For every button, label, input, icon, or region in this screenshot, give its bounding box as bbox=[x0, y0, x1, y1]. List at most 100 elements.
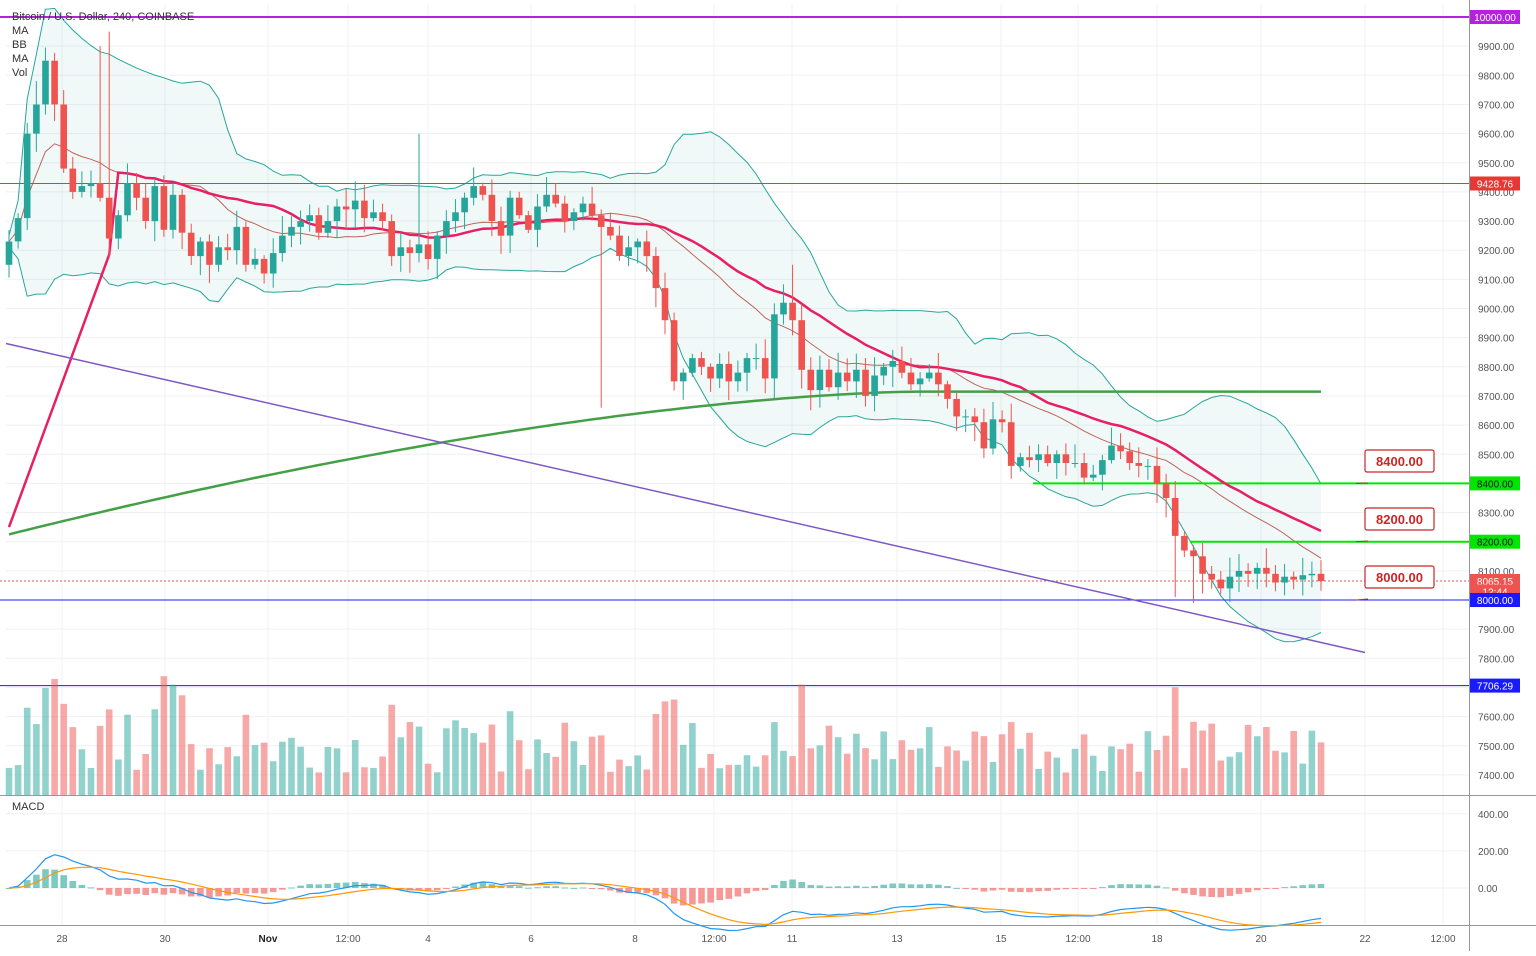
candle bbox=[908, 373, 915, 385]
time-tick-label: 13 bbox=[891, 934, 903, 945]
volume-bar bbox=[644, 770, 651, 796]
candle bbox=[1199, 556, 1206, 574]
volume-bar bbox=[616, 760, 623, 795]
candle bbox=[24, 134, 31, 219]
macd-histogram-bar bbox=[1063, 888, 1070, 889]
candle bbox=[188, 233, 195, 256]
candle bbox=[1145, 466, 1152, 467]
volume-bar bbox=[571, 741, 578, 795]
time-tick-label: 20 bbox=[1255, 934, 1267, 945]
volume-bar bbox=[1126, 744, 1133, 795]
candle bbox=[862, 370, 869, 396]
candle bbox=[106, 198, 113, 239]
candle bbox=[470, 186, 477, 198]
macd-tick-label: 400.00 bbox=[1478, 810, 1509, 821]
volume-bar bbox=[653, 714, 660, 795]
volume-bar bbox=[890, 759, 897, 795]
price-tag-label: 8200.00 bbox=[1477, 538, 1514, 549]
indicator-bb[interactable]: BB bbox=[12, 38, 194, 52]
volume-bar bbox=[224, 747, 231, 795]
volume-bar bbox=[6, 768, 13, 795]
macd-histogram-bar bbox=[689, 888, 696, 905]
candle bbox=[161, 186, 168, 230]
macd-tick-label: 0.00 bbox=[1478, 884, 1498, 895]
candle bbox=[1263, 568, 1270, 574]
candle bbox=[625, 247, 632, 256]
candle bbox=[534, 207, 541, 230]
volume-bar bbox=[1172, 687, 1179, 795]
volume-bar bbox=[1072, 749, 1079, 795]
candle bbox=[1172, 498, 1179, 536]
volume-bar bbox=[60, 704, 67, 795]
macd-histogram-bar bbox=[1044, 888, 1051, 891]
candle bbox=[744, 358, 751, 373]
macd-histogram-bar bbox=[890, 884, 897, 889]
macd-histogram-bar bbox=[707, 888, 714, 903]
volume-bar bbox=[197, 770, 204, 795]
candle bbox=[1099, 460, 1106, 475]
macd-histogram-bar bbox=[1227, 888, 1234, 896]
candle bbox=[252, 259, 259, 265]
volume-bar bbox=[1254, 736, 1261, 795]
candle bbox=[215, 247, 222, 264]
macd-histogram-bar bbox=[1218, 888, 1225, 897]
macd-histogram-bar bbox=[1035, 888, 1042, 891]
candle bbox=[516, 198, 523, 216]
macd-histogram-bar bbox=[917, 884, 924, 888]
macd-histogram-bar bbox=[1145, 885, 1152, 888]
indicator-ma-2[interactable]: MA bbox=[12, 52, 194, 66]
candle bbox=[899, 361, 906, 373]
chart-legend: Bitcoin / U.S. Dollar, 240, COINBASE MA … bbox=[12, 10, 194, 80]
candle bbox=[197, 242, 204, 257]
macd-histogram-bar bbox=[1290, 886, 1297, 888]
candle bbox=[716, 364, 723, 379]
macd-histogram-bar bbox=[1163, 887, 1170, 888]
candle bbox=[370, 212, 377, 218]
macd-histogram-bar bbox=[234, 888, 241, 893]
candle bbox=[798, 320, 805, 370]
volume-bar bbox=[243, 715, 250, 795]
candle bbox=[425, 244, 432, 259]
volume-bar bbox=[880, 732, 887, 796]
macd-histogram-bar bbox=[735, 888, 742, 897]
volume-bar bbox=[1136, 772, 1143, 795]
volume-bar bbox=[935, 767, 942, 795]
candle bbox=[6, 242, 13, 265]
candle bbox=[1054, 454, 1061, 463]
time-tick-label: 8 bbox=[632, 934, 638, 945]
macd-histogram-bar bbox=[981, 888, 988, 892]
candle bbox=[1227, 577, 1234, 589]
volume-bar bbox=[261, 743, 268, 795]
candle bbox=[461, 198, 468, 213]
candle bbox=[407, 247, 414, 253]
time-tick-label: 12:00 bbox=[1430, 934, 1455, 945]
candle bbox=[953, 399, 960, 417]
volume-bar bbox=[789, 756, 796, 795]
macd-histogram-bar bbox=[142, 888, 149, 895]
macd-histogram-bar bbox=[215, 888, 222, 896]
macd-histogram-bar bbox=[562, 888, 569, 889]
volume-bar bbox=[1272, 751, 1279, 795]
indicator-ma-1[interactable]: MA bbox=[12, 24, 194, 38]
indicator-vol[interactable]: Vol bbox=[12, 66, 194, 80]
candle bbox=[753, 358, 760, 359]
macd-histogram-bar bbox=[252, 888, 259, 893]
volume-bar bbox=[234, 756, 241, 795]
volume-bar bbox=[671, 700, 678, 796]
volume-bar bbox=[1008, 722, 1015, 795]
candle bbox=[607, 227, 614, 236]
macd-histogram-bar bbox=[771, 885, 778, 888]
macd-histogram-bar bbox=[1117, 884, 1124, 888]
macd-histogram-bar bbox=[716, 888, 723, 900]
volume-bar bbox=[744, 755, 751, 795]
macd-histogram-bar bbox=[170, 888, 177, 893]
candle bbox=[152, 186, 159, 221]
volume-bar bbox=[1190, 722, 1197, 795]
volume-bar bbox=[1163, 736, 1170, 795]
volume-bar bbox=[780, 751, 787, 795]
volume-bar bbox=[188, 744, 195, 795]
macd-label[interactable]: MACD bbox=[12, 801, 44, 813]
volume-bar bbox=[33, 724, 40, 795]
